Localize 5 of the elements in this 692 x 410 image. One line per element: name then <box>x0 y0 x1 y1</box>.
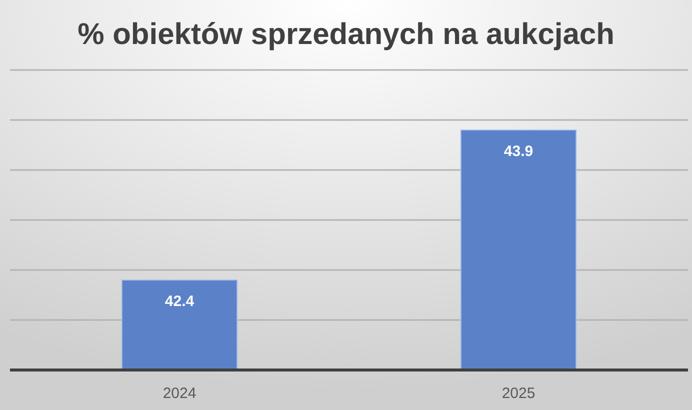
x-tick-label: 2025 <box>502 385 536 402</box>
data-label: 43.9 <box>504 143 534 160</box>
chart-title: % obiektów sprzedanych na aukcjach <box>78 18 614 51</box>
x-tick-label: 2024 <box>162 385 196 402</box>
data-label: 42.4 <box>164 293 195 310</box>
